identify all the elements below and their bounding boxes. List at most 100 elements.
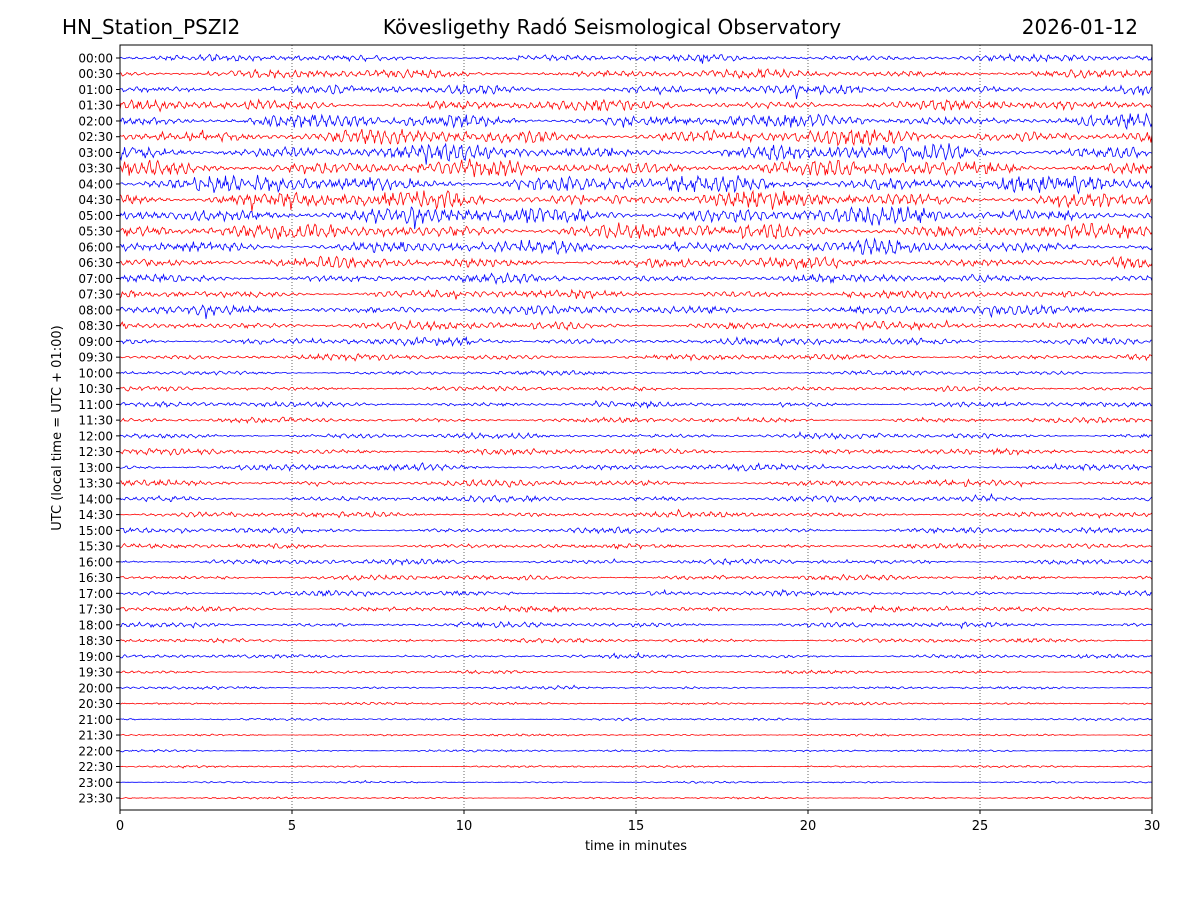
y-tick-label: 10:30: [78, 382, 113, 396]
x-tick-label: 25: [972, 819, 989, 834]
y-tick-label: 18:00: [78, 618, 113, 632]
y-tick-label: 05:00: [78, 209, 113, 223]
x-tick-label: 15: [628, 819, 645, 834]
y-tick-label: 14:00: [78, 492, 113, 506]
trace-2000: [120, 684, 1152, 690]
trace-0230: [120, 128, 1152, 147]
y-tick-label: 19:00: [78, 650, 113, 664]
trace-1000: [120, 369, 1152, 376]
x-tick-label: 30: [1144, 819, 1161, 834]
y-tick-label: 01:00: [78, 83, 113, 97]
y-tick-label: 06:00: [78, 240, 113, 254]
trace-1900: [120, 651, 1152, 660]
y-tick-label: 21:00: [78, 713, 113, 727]
y-tick-label: 18:30: [78, 634, 113, 648]
y-tick-label: 04:30: [78, 193, 113, 207]
y-tick-label: 15:00: [78, 524, 113, 538]
chart-header: HN_Station_PSZI2 Kövesligethy Radó Seism…: [0, 0, 1200, 45]
trace-0900: [120, 335, 1152, 348]
trace-1630: [120, 573, 1152, 581]
y-tick-label: 11:30: [78, 414, 113, 428]
trace-2200: [120, 749, 1152, 753]
y-tick-label: 00:00: [78, 52, 113, 66]
y-tick-label: 15:30: [78, 540, 113, 554]
y-tick-label: 21:30: [78, 729, 113, 743]
trace-0530: [120, 222, 1152, 240]
y-tick-label: 23:00: [78, 776, 113, 790]
trace-1330: [120, 478, 1152, 488]
x-tick-label: 0: [116, 819, 124, 834]
trace-1530: [120, 542, 1152, 550]
y-tick-label: 10:00: [78, 366, 113, 380]
y-tick-label: 12:30: [78, 445, 113, 459]
trace-0330: [120, 158, 1152, 178]
trace-1600: [120, 558, 1152, 567]
trace-1730: [120, 604, 1152, 614]
trace-0130: [120, 98, 1152, 113]
trace-0500: [120, 206, 1152, 230]
y-tick-label: 03:00: [78, 146, 113, 160]
trace-1500: [120, 526, 1152, 535]
y-tick-label: 02:00: [78, 114, 113, 128]
trace-1800: [120, 620, 1152, 630]
trace-0800: [120, 303, 1152, 320]
x-tick-label: 20: [800, 819, 817, 834]
chart-date: 2026-01-12: [1021, 15, 1138, 39]
y-tick-label: 13:00: [78, 461, 113, 475]
y-tick-label: 22:30: [78, 760, 113, 774]
trace-0030: [120, 67, 1152, 80]
y-tick-label: 09:30: [78, 351, 113, 365]
trace-1930: [120, 669, 1152, 675]
y-tick-label: 07:30: [78, 288, 113, 302]
x-tick-label: 10: [456, 819, 473, 834]
trace-0430: [120, 189, 1152, 212]
y-tick-label: 20:00: [78, 681, 113, 695]
trace-2030: [120, 701, 1152, 706]
seismic-traces: [120, 52, 1152, 800]
trace-2130: [120, 733, 1152, 737]
station-name: HN_Station_PSZI2: [62, 15, 241, 39]
y-axis-label: UTC (local time = UTC + 01:00): [50, 325, 65, 530]
trace-0930: [120, 352, 1152, 362]
y-tick-label: 11:00: [78, 398, 113, 412]
trace-1100: [120, 400, 1152, 409]
trace-0830: [120, 319, 1152, 332]
y-tick-label: 12:00: [78, 429, 113, 443]
trace-0400: [120, 174, 1152, 195]
trace-2300: [120, 779, 1152, 784]
trace-0000: [120, 52, 1152, 64]
trace-0100: [120, 84, 1152, 100]
x-tick-label: 5: [288, 819, 296, 834]
y-tick-label: 08:00: [78, 303, 113, 317]
trace-1200: [120, 431, 1152, 441]
y-tick-label: 08:30: [78, 319, 113, 333]
trace-1300: [120, 462, 1152, 472]
y-tick-label: 13:30: [78, 477, 113, 491]
trace-1430: [120, 508, 1152, 519]
grid-lines: [291, 45, 981, 810]
y-tick-label: 16:00: [78, 555, 113, 569]
y-tick-label: 06:30: [78, 256, 113, 270]
trace-0700: [120, 271, 1152, 286]
trace-1230: [120, 447, 1152, 457]
trace-2230: [120, 764, 1152, 769]
y-tick-label: 20:30: [78, 697, 113, 711]
trace-0200: [120, 112, 1152, 131]
trace-1700: [120, 588, 1152, 597]
y-tick-label: 03:30: [78, 162, 113, 176]
trace-1400: [120, 492, 1152, 504]
y-tick-label: 09:00: [78, 335, 113, 349]
trace-1030: [120, 385, 1152, 392]
trace-0730: [120, 288, 1152, 300]
y-tick-label: 16:30: [78, 571, 113, 585]
y-tick-label: 22:00: [78, 744, 113, 758]
x-axis-label: time in minutes: [585, 839, 687, 854]
trace-1130: [120, 416, 1152, 425]
y-tick-label: 02:30: [78, 130, 113, 144]
y-tick-label: 14:30: [78, 508, 113, 522]
y-tick-label: 17:30: [78, 603, 113, 617]
y-tick-label: 01:30: [78, 99, 113, 113]
trace-1830: [120, 637, 1152, 644]
